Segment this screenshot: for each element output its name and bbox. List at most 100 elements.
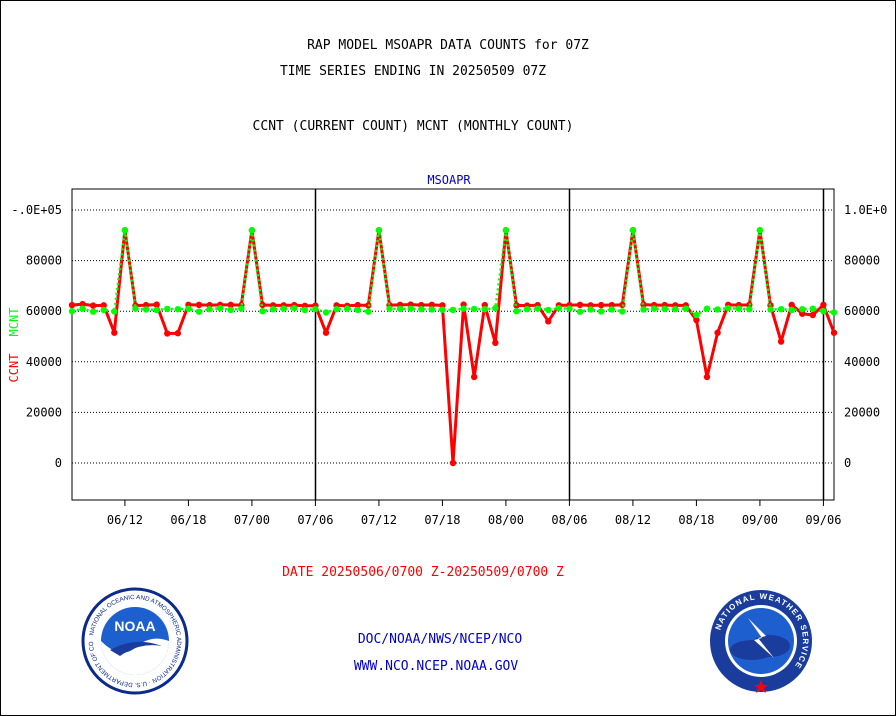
data-point-mcnt	[724, 304, 732, 312]
x-tick-label: 07/06	[297, 513, 333, 527]
data-point-mcnt	[280, 305, 287, 312]
x-tick-label: 07/18	[424, 513, 460, 527]
data-point-mcnt	[534, 305, 541, 312]
data-point-mcnt	[629, 227, 637, 234]
data-point-mcnt	[799, 305, 806, 313]
data-point-mcnt	[132, 305, 139, 312]
svg-text:NOAA: NOAA	[114, 618, 155, 634]
x-tick-label: 08/12	[615, 513, 651, 527]
data-point-mcnt	[788, 306, 795, 314]
plot-area	[71, 188, 835, 501]
data-point-ccnt	[597, 301, 605, 309]
y-tick-label-left: 80000	[26, 254, 62, 268]
data-point-ccnt	[809, 311, 817, 319]
data-point-mcnt	[672, 305, 679, 313]
x-tick-label: 08/06	[551, 513, 587, 527]
data-point-mcnt	[439, 306, 446, 313]
y-tick-label-right: 40000	[844, 355, 880, 369]
data-point-mcnt	[269, 305, 277, 313]
data-point-mcnt	[608, 306, 615, 313]
data-point-mcnt	[227, 306, 234, 314]
data-point-mcnt	[365, 308, 372, 315]
data-point-mcnt	[470, 305, 478, 313]
data-point-mcnt	[195, 308, 203, 315]
data-point-ccnt	[227, 301, 234, 309]
data-point-mcnt	[206, 305, 213, 313]
data-point-mcnt	[703, 305, 711, 312]
series-line-mcnt	[71, 228, 835, 317]
x-tick-label: 09/00	[742, 513, 778, 527]
data-point-ccnt	[714, 329, 721, 336]
data-point-mcnt	[142, 306, 150, 313]
data-point-ccnt	[111, 329, 118, 336]
data-point-ccnt	[788, 301, 795, 309]
y-axis-label-ccnt: CCNT	[7, 354, 21, 383]
data-point-mcnt	[523, 305, 531, 313]
data-point-mcnt	[481, 305, 488, 313]
x-tick-label: 07/12	[361, 513, 397, 527]
x-tick-label: 08/00	[488, 513, 524, 527]
data-point-mcnt	[111, 308, 118, 315]
data-point-mcnt	[216, 304, 224, 312]
website-link[interactable]: WWW.NCO.NCEP.NOAA.GOV	[353, 659, 519, 674]
data-point-ccnt	[354, 301, 361, 309]
data-point-mcnt	[502, 227, 510, 234]
data-point-mcnt	[756, 227, 764, 234]
y-axis-label-mcnt: MCNT	[7, 308, 21, 337]
data-point-mcnt	[767, 306, 774, 313]
data-point-mcnt	[619, 308, 626, 315]
data-point-ccnt	[174, 330, 182, 337]
data-point-ccnt	[428, 301, 436, 309]
data-point-mcnt	[492, 304, 499, 312]
data-point-mcnt	[343, 305, 351, 312]
data-point-mcnt	[312, 305, 319, 313]
data-point-mcnt	[640, 306, 647, 313]
x-tick-label: 07/00	[234, 513, 270, 527]
data-point-mcnt	[449, 306, 457, 314]
data-point-mcnt	[545, 306, 552, 314]
date-range-label: DATE 20250506/0700 Z-20250509/0700 Z	[282, 565, 564, 580]
y-tick-label-left: 40000	[26, 355, 62, 369]
data-point-ccnt	[470, 373, 478, 381]
data-point-ccnt	[576, 301, 584, 309]
data-point-mcnt	[809, 305, 817, 312]
data-point-ccnt	[799, 310, 806, 317]
data-point-ccnt	[693, 316, 700, 324]
data-point-mcnt	[682, 305, 690, 312]
org-label: DOC/NOAA/NWS/NCEP/NCO	[357, 632, 523, 647]
data-point-mcnt	[714, 306, 721, 313]
data-point-mcnt	[301, 306, 309, 314]
data-point-ccnt	[545, 318, 552, 325]
data-point-mcnt	[555, 304, 563, 312]
data-point-mcnt	[238, 305, 245, 312]
data-point-ccnt	[449, 459, 457, 467]
data-point-mcnt	[174, 305, 182, 313]
data-point-mcnt	[587, 306, 594, 313]
data-point-mcnt	[185, 305, 192, 312]
data-point-ccnt	[164, 330, 171, 337]
x-tick-label: 06/12	[107, 513, 143, 527]
y-tick-label-left: 20000	[26, 405, 62, 419]
data-point-mcnt	[735, 305, 742, 312]
data-point-mcnt	[259, 308, 266, 315]
data-point-mcnt	[291, 304, 298, 312]
data-point-ccnt	[322, 329, 330, 336]
data-point-mcnt	[830, 309, 838, 316]
data-point-ccnt	[153, 301, 160, 308]
y-tick-label-right: 1.0E+0	[844, 203, 887, 217]
y-tick-label-left: 0	[55, 456, 62, 470]
data-point-ccnt	[830, 329, 838, 336]
y-tick-label-right: 60000	[844, 304, 880, 318]
data-point-mcnt	[89, 308, 97, 315]
data-point-mcnt	[396, 305, 404, 313]
data-point-mcnt	[153, 306, 160, 314]
noaa-logo-icon: NOAA NATIONAL OCEANIC AND ATMOSPHERIC AD…	[80, 586, 189, 695]
y-tick-label-right: 20000	[844, 405, 880, 419]
chart-title-line3: CCNT (CURRENT COUNT) MCNT (MONTHLY COUNT…	[252, 119, 574, 134]
data-point-mcnt	[693, 311, 700, 319]
data-point-mcnt	[407, 305, 414, 312]
y-tick-label-left: 60000	[26, 304, 62, 318]
data-point-mcnt	[513, 308, 520, 315]
data-point-mcnt	[661, 305, 668, 313]
